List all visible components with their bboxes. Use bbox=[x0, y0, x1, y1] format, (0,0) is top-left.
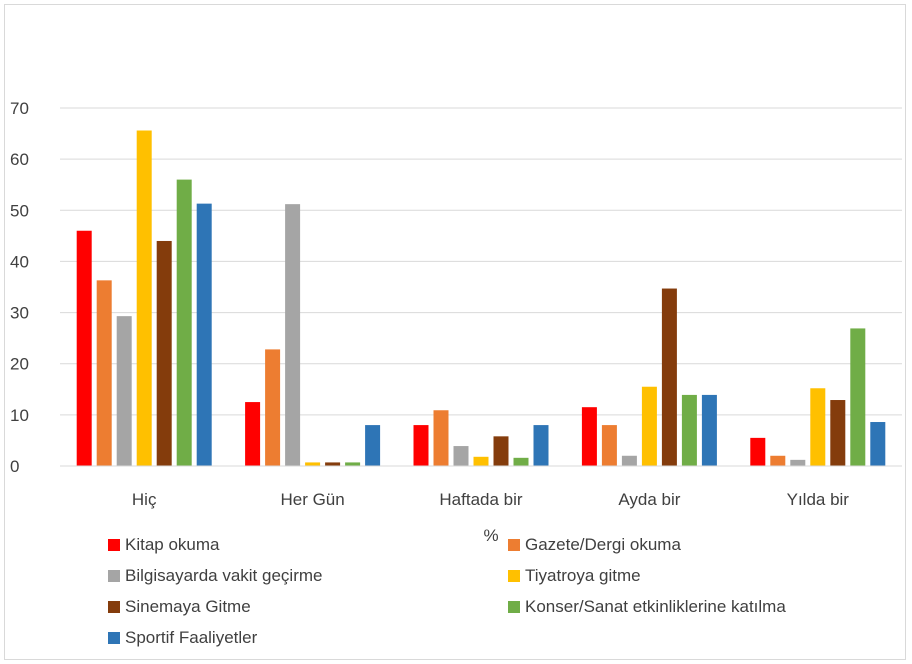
bar bbox=[96, 280, 112, 466]
y-tick-label: 40 bbox=[10, 252, 29, 271]
bar bbox=[581, 407, 597, 466]
category-labels: Hiç Her Gün Haftada bir Ayda bir Yılda bir bbox=[132, 490, 849, 509]
legend-label: Konser/Sanat etkinliklerine katılma bbox=[525, 597, 786, 616]
bar bbox=[76, 230, 92, 466]
legend-label: Gazete/Dergi okuma bbox=[525, 535, 681, 554]
legend-swatch bbox=[508, 539, 520, 551]
y-tick-label: 70 bbox=[10, 99, 29, 118]
bar bbox=[285, 204, 301, 467]
bar bbox=[345, 462, 361, 466]
bar bbox=[661, 288, 677, 466]
bar bbox=[850, 328, 866, 466]
category-label: Her Gün bbox=[280, 490, 344, 509]
bar bbox=[473, 456, 489, 466]
bar bbox=[453, 446, 469, 466]
bar bbox=[681, 394, 697, 466]
legend-swatch bbox=[508, 601, 520, 613]
y-tick-label: 0 bbox=[10, 457, 19, 476]
category-label: Haftada bir bbox=[439, 490, 522, 509]
legend-swatch bbox=[508, 570, 520, 582]
bar bbox=[196, 203, 212, 466]
y-tick-label: 20 bbox=[10, 355, 29, 374]
x-axis-label: % bbox=[483, 526, 498, 545]
bar bbox=[810, 388, 826, 466]
bar bbox=[265, 349, 281, 466]
bar bbox=[533, 425, 549, 466]
legend-label: Kitap okuma bbox=[125, 535, 220, 554]
bar bbox=[621, 455, 637, 466]
bar bbox=[176, 179, 192, 466]
bar bbox=[601, 425, 617, 466]
legend-label: Sinemaya Gitme bbox=[125, 597, 251, 616]
y-tick-label: 50 bbox=[10, 201, 29, 220]
bar bbox=[790, 459, 806, 466]
bar bbox=[136, 130, 152, 466]
bar bbox=[245, 402, 261, 466]
legend-swatch bbox=[108, 539, 120, 551]
y-tick-label: 10 bbox=[10, 406, 29, 425]
bar bbox=[870, 422, 886, 466]
legend-swatch bbox=[108, 570, 120, 582]
bar bbox=[493, 436, 509, 466]
legend-swatch bbox=[108, 632, 120, 644]
bar bbox=[750, 437, 766, 466]
legend-label: Bilgisayarda vakit geçirme bbox=[125, 566, 322, 585]
bar bbox=[305, 462, 321, 466]
bar bbox=[413, 425, 429, 466]
category-label: Yılda bir bbox=[787, 490, 850, 509]
bar bbox=[433, 410, 449, 466]
legend: Kitap okuma Gazete/Dergi okuma Bilgisayard… bbox=[108, 535, 786, 647]
bar bbox=[116, 316, 132, 466]
bar bbox=[513, 457, 529, 466]
legend-label: Tiyatroya gitme bbox=[525, 566, 641, 585]
legend-label: Sportif Faaliyetler bbox=[125, 628, 258, 647]
bar bbox=[325, 462, 341, 466]
bar bbox=[830, 400, 846, 466]
category-label: Hiç bbox=[132, 490, 157, 509]
bar bbox=[641, 386, 657, 466]
bars bbox=[76, 130, 886, 467]
bar bbox=[365, 425, 381, 466]
chart-area bbox=[4, 4, 906, 660]
bar bbox=[770, 455, 786, 466]
bar bbox=[156, 240, 172, 466]
y-tick-label: 30 bbox=[10, 304, 29, 323]
y-axis-ticks: 0 10 20 30 40 50 60 70 bbox=[10, 99, 29, 476]
category-label: Ayda bir bbox=[618, 490, 680, 509]
legend-swatch bbox=[108, 601, 120, 613]
bar bbox=[701, 394, 717, 466]
y-tick-label: 60 bbox=[10, 150, 29, 169]
